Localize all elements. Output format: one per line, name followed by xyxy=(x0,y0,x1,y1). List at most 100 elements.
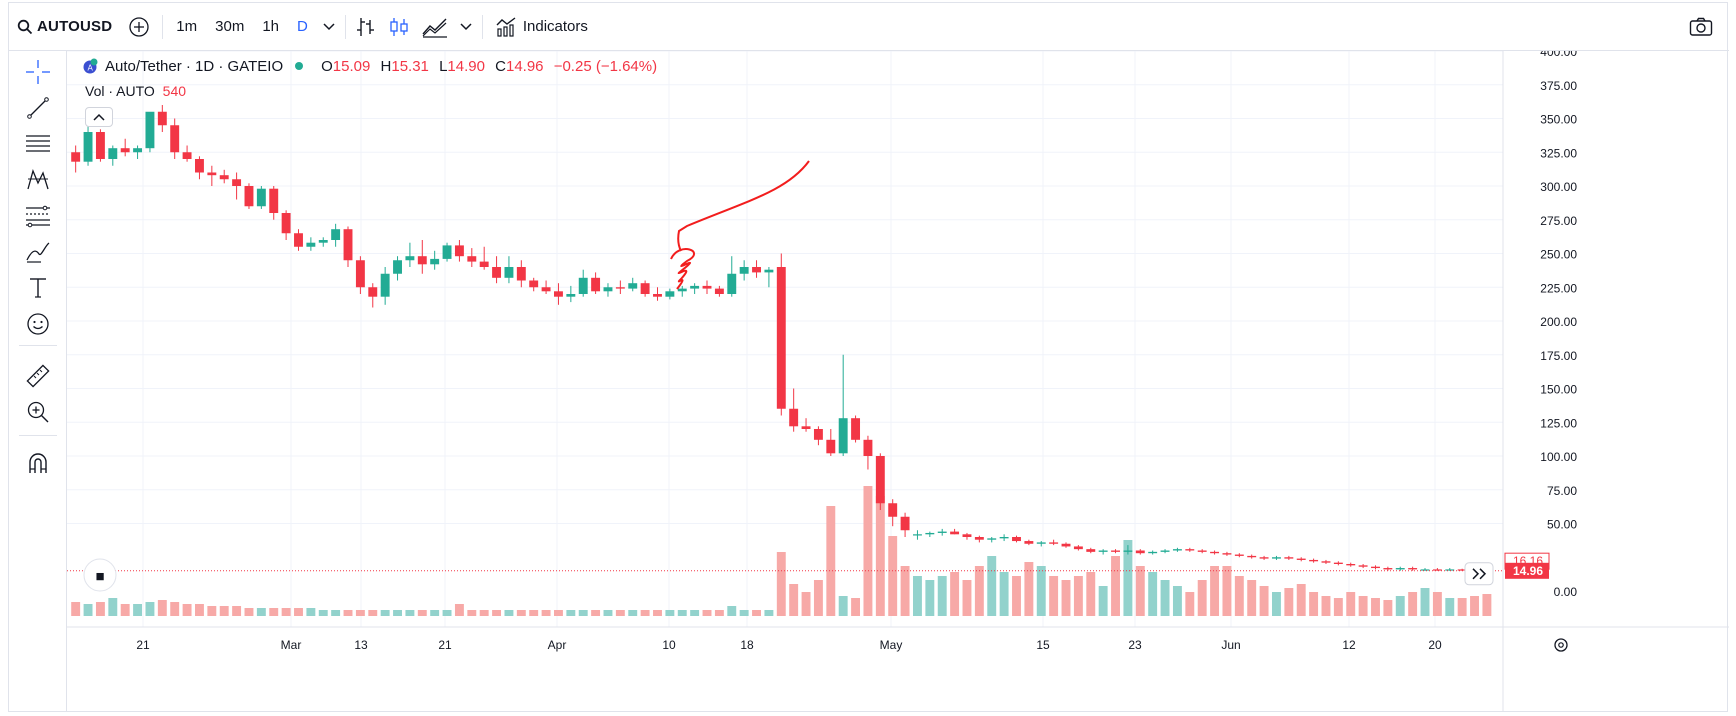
volume-bar xyxy=(380,610,390,616)
volume-bar xyxy=(1061,580,1071,616)
volume-bar xyxy=(665,610,675,616)
interval-1h[interactable]: 1h xyxy=(262,18,280,35)
fib-tool[interactable] xyxy=(21,199,55,233)
candle-body xyxy=(702,285,712,289)
candle-body xyxy=(838,418,848,454)
freehand-drawing xyxy=(677,160,810,252)
volume-bar xyxy=(776,552,786,616)
candle-body xyxy=(640,283,650,294)
collapse-legend-button[interactable] xyxy=(85,107,113,127)
volume-bar xyxy=(851,598,861,616)
open-label: O xyxy=(321,57,333,75)
candle-body xyxy=(393,260,402,274)
screenshot-button[interactable] xyxy=(1681,3,1721,51)
candle-body xyxy=(752,267,761,273)
volume-bar xyxy=(1333,598,1343,616)
volume-bar xyxy=(925,580,935,616)
candle-body xyxy=(1160,550,1170,552)
pattern-tool[interactable] xyxy=(21,163,55,197)
volume-bar xyxy=(653,610,662,616)
volume-bar xyxy=(801,592,811,616)
volume-bar xyxy=(1408,592,1418,616)
candles-style-button[interactable] xyxy=(382,3,416,51)
volume-bar xyxy=(430,610,440,616)
chart-legend: A Auto/Tether · 1D · GATEIO O15.09 H15.3… xyxy=(81,57,657,75)
interval-1m[interactable]: 1m xyxy=(176,18,198,35)
candle-body xyxy=(987,538,997,540)
volume-bar xyxy=(813,580,823,616)
volume-bar xyxy=(541,610,551,616)
candle-body xyxy=(294,233,303,247)
volume-bar xyxy=(752,610,761,616)
style-dropdown[interactable] xyxy=(454,3,478,51)
volume-bar xyxy=(529,610,539,616)
toolbar-divider xyxy=(19,345,57,346)
interval-1d[interactable]: D xyxy=(297,18,308,35)
volume-label[interactable]: Vol · AUTO xyxy=(85,83,155,99)
volume-bar xyxy=(789,584,799,616)
candle-body xyxy=(1296,558,1306,560)
interval-dropdown[interactable] xyxy=(317,3,341,51)
ruler-icon xyxy=(26,364,50,388)
crosshair-tool[interactable] xyxy=(21,55,55,89)
area-style-button[interactable] xyxy=(416,3,454,51)
volume-bar xyxy=(937,576,947,616)
candle-body xyxy=(1272,557,1281,559)
close-value: 14.96 xyxy=(505,57,544,75)
price-axis-label: 250.00 xyxy=(1540,248,1577,262)
zoom-tool[interactable] xyxy=(21,395,55,429)
symbol-title[interactable]: Auto/Tether · 1D · GATEIO xyxy=(105,57,284,75)
candle-body xyxy=(900,516,910,531)
candle-body xyxy=(207,172,217,176)
price-axis-label: 300.00 xyxy=(1540,180,1577,194)
market-status-dot xyxy=(295,62,304,70)
price-axis-label: 175.00 xyxy=(1540,349,1577,363)
candle-body xyxy=(71,152,81,162)
brush-tool[interactable] xyxy=(21,235,55,269)
volume-bar xyxy=(133,604,143,616)
candle-body xyxy=(380,273,390,297)
candle-body xyxy=(813,429,823,440)
candle-body xyxy=(281,213,291,234)
candle-body xyxy=(925,532,935,535)
candle-body xyxy=(714,288,724,294)
bar-style-button[interactable] xyxy=(350,3,382,51)
chevron-up-icon xyxy=(93,113,105,121)
indicators-button[interactable]: Indicators xyxy=(487,3,596,51)
settings-gear-icon[interactable] xyxy=(1554,638,1568,652)
time-axis-label: 10 xyxy=(662,638,676,652)
candle-body xyxy=(479,261,489,267)
measure-tool[interactable] xyxy=(21,359,55,393)
horizontal-lines-tool[interactable] xyxy=(21,127,55,161)
volume-bar xyxy=(393,610,402,616)
interval-30m[interactable]: 30m xyxy=(215,18,245,35)
compare-button[interactable] xyxy=(120,3,158,51)
price-chart[interactable]: 400.00 375.00 350.00 325.00 300.00 275.00 250.… xyxy=(67,51,1729,711)
candle-body xyxy=(219,175,229,180)
candle-body xyxy=(1123,550,1133,552)
volume-bar xyxy=(690,610,700,616)
price-axis-label: 275.00 xyxy=(1540,214,1577,228)
chevron-down-icon xyxy=(323,22,335,30)
volume-bar xyxy=(1148,572,1158,616)
symbol-search[interactable]: AUTOUSD xyxy=(9,3,120,51)
magnet-tool[interactable] xyxy=(21,447,55,481)
double-chevron-right-icon xyxy=(1472,568,1487,580)
volume-bar xyxy=(1371,598,1380,616)
volume-bar xyxy=(368,610,378,616)
candle-body xyxy=(1420,569,1430,571)
candle-body xyxy=(120,148,130,153)
trend-line-tool[interactable] xyxy=(21,91,55,125)
candle-body xyxy=(875,456,885,504)
plus-circle-icon xyxy=(129,16,149,37)
candle-body xyxy=(1135,550,1145,554)
candle-body xyxy=(232,179,242,186)
emoji-tool[interactable] xyxy=(21,307,55,341)
volume-bar xyxy=(838,596,848,616)
volume-bar xyxy=(702,610,712,616)
text-tool[interactable] xyxy=(21,271,55,305)
volume-bar xyxy=(294,608,303,616)
candle-body xyxy=(578,277,588,294)
volume-bar xyxy=(1482,594,1492,616)
candle-body xyxy=(1185,549,1195,551)
